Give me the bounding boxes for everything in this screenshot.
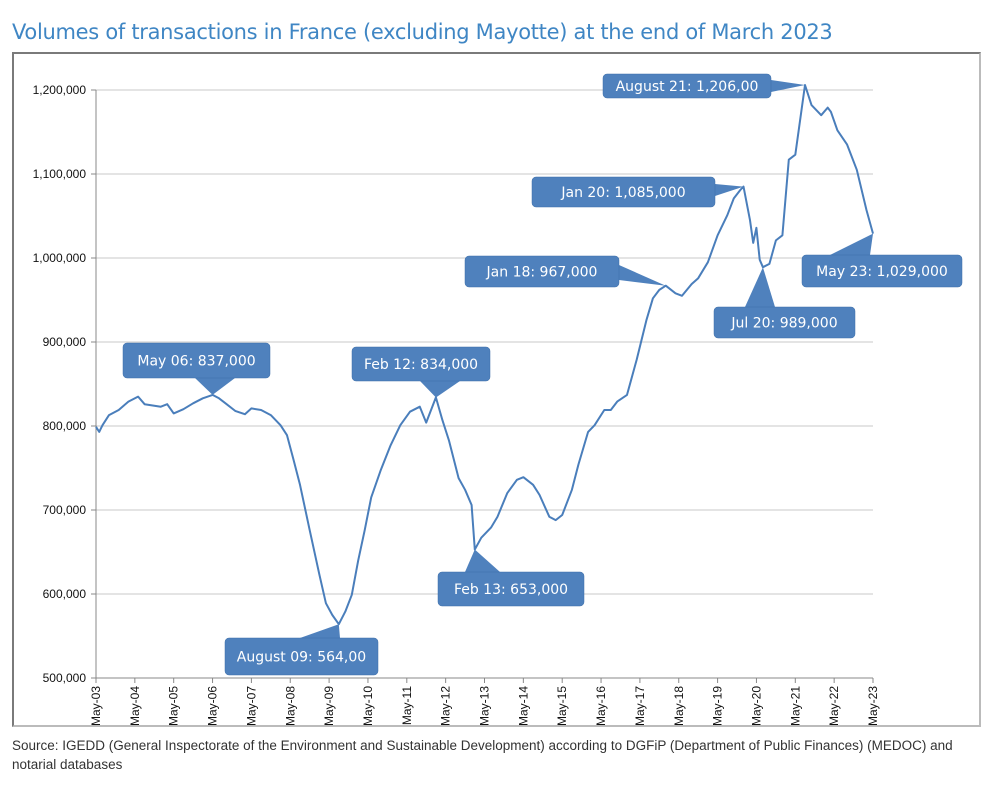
line-chart: 500,000 600,000 700,000 800,000 900,000 1,000… xyxy=(33,73,963,726)
callout-label: Feb 12: 834,000 xyxy=(364,357,478,373)
callout-pointer xyxy=(195,378,235,395)
y-tick-label: 700,000 xyxy=(43,503,87,517)
x-tick-label: May-18 xyxy=(672,686,686,726)
y-tick-label: 800,000 xyxy=(43,419,87,433)
x-tick-label: May-22 xyxy=(827,686,841,726)
callout-pointer xyxy=(300,624,340,638)
x-tick-label: May-03 xyxy=(89,686,103,726)
x-tick-label: May-21 xyxy=(788,686,802,726)
y-tick-label: 600,000 xyxy=(43,587,87,601)
callout-box xyxy=(801,254,963,288)
x-tick-label: May-07 xyxy=(244,686,258,726)
callout-box xyxy=(531,176,716,208)
callout-box xyxy=(351,346,491,382)
callout-box xyxy=(713,306,856,339)
x-tick-label: May-08 xyxy=(283,686,297,726)
y-tick-label: 1,200,000 xyxy=(33,83,87,97)
callout-pointer xyxy=(830,233,873,255)
callout-label: May 23: 1,029,000 xyxy=(816,264,948,280)
x-tick-label: May-19 xyxy=(711,686,725,726)
callout-pointer xyxy=(619,265,666,286)
y-tick-label: 1,000,000 xyxy=(33,251,87,265)
y-tick-label: 900,000 xyxy=(43,335,87,349)
callout-box xyxy=(602,73,772,99)
series-line xyxy=(95,84,874,626)
callout-label: May 06: 837,000 xyxy=(137,354,255,370)
x-tick-label: May-13 xyxy=(478,686,492,726)
callout-label: Jul 20: 989,000 xyxy=(730,316,837,332)
x-tick-label: May-20 xyxy=(749,686,763,726)
x-tick-label: May-12 xyxy=(439,686,453,726)
callout-label: August 09: 564,00 xyxy=(237,650,366,666)
callout-label: Feb 13: 653,000 xyxy=(454,582,568,598)
source-note: Source: IGEDD (General Inspectorate of t… xyxy=(12,738,953,772)
callout-label: Jan 20: 1,085,000 xyxy=(560,185,685,201)
x-tick-label: May-17 xyxy=(633,686,647,726)
callout-label: Jan 18: 967,000 xyxy=(486,265,598,281)
x-tick-label: May-16 xyxy=(594,686,608,726)
callout-box xyxy=(122,342,271,379)
callout-pointer xyxy=(465,549,500,572)
x-tick-label: May-15 xyxy=(555,686,569,726)
callout-box xyxy=(464,255,620,288)
callout-label: August 21: 1,206,00 xyxy=(616,79,759,95)
x-tick-label: May-14 xyxy=(516,686,530,726)
x-tick-label: May-06 xyxy=(206,686,220,726)
chart-frame xyxy=(12,52,981,727)
callout-pointer xyxy=(715,184,744,196)
x-tick-label: May-09 xyxy=(322,686,336,726)
callout-pointer xyxy=(745,267,775,307)
callout-pointer xyxy=(771,80,806,92)
x-tick-label: May-23 xyxy=(866,686,880,726)
callout-box xyxy=(437,571,585,607)
y-tick-label: 1,100,000 xyxy=(33,167,87,181)
callout-box xyxy=(224,637,379,676)
y-tick-label: 500,000 xyxy=(43,671,87,685)
x-tick-label: May-05 xyxy=(167,686,181,726)
x-tick-label: May-10 xyxy=(361,686,375,726)
x-tick-label: May-04 xyxy=(128,686,142,726)
x-tick-label: May-11 xyxy=(400,686,414,725)
callout-pointer xyxy=(420,381,460,398)
chart-title: Volumes of transactions in France (exclu… xyxy=(12,20,833,44)
